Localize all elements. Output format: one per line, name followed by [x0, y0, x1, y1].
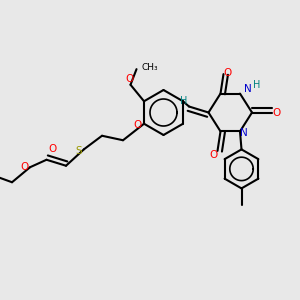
- Text: H: H: [180, 96, 187, 106]
- Text: H: H: [253, 80, 260, 90]
- Text: O: O: [273, 107, 281, 118]
- Text: O: O: [210, 150, 218, 161]
- Text: O: O: [20, 162, 29, 172]
- Text: N: N: [240, 128, 248, 138]
- Text: O: O: [48, 144, 57, 154]
- Text: O: O: [125, 74, 133, 84]
- Text: N: N: [244, 84, 251, 94]
- Text: CH₃: CH₃: [141, 63, 158, 72]
- Text: O: O: [224, 68, 232, 78]
- Text: S: S: [75, 146, 82, 156]
- Text: O: O: [133, 120, 142, 130]
